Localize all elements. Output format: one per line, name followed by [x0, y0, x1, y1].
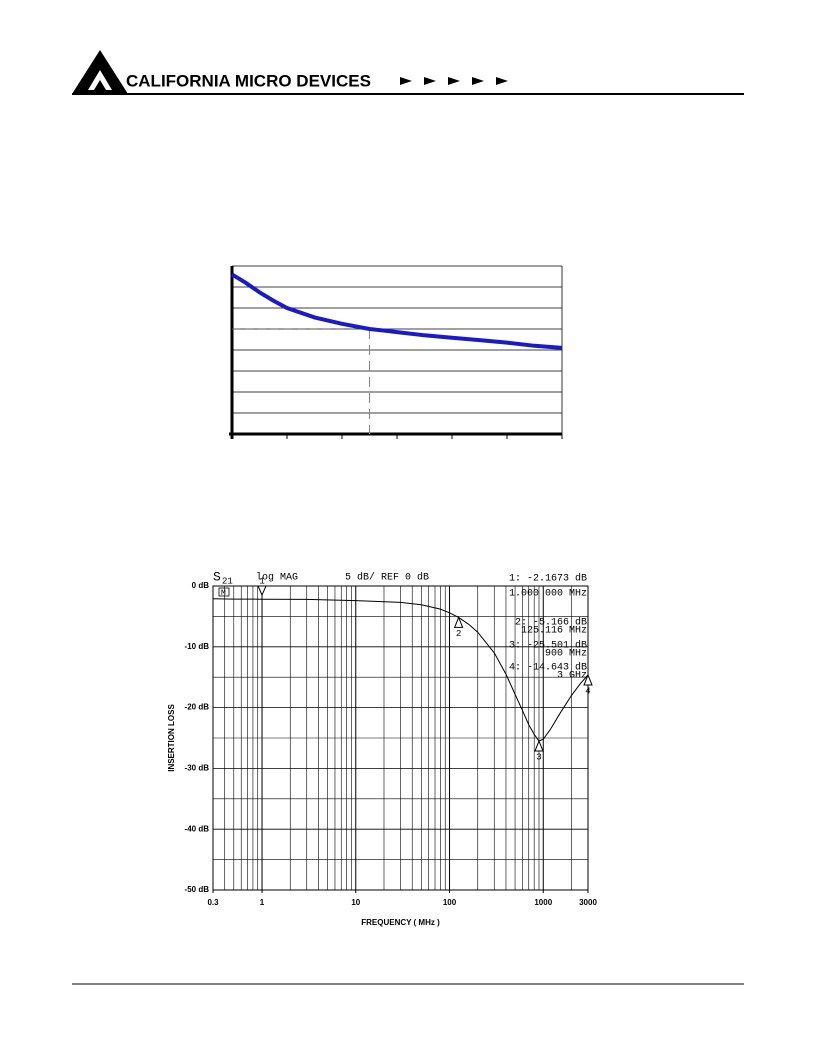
y-tick-label: -50 dB	[185, 885, 210, 894]
marker-readout: 900 MHz	[545, 649, 587, 660]
marker-readout: 3: -25.501 dB	[509, 640, 587, 652]
marker	[453, 616, 464, 628]
line	[230, 272, 563, 350]
y-tick-label: -20 dB	[185, 703, 210, 712]
marker-label: 3	[536, 752, 541, 762]
marker-label: 2	[456, 629, 461, 639]
marker-readout: 1: -2.1673 dB	[509, 573, 587, 585]
x-tick-label: 100	[443, 898, 457, 907]
x-axis-label: FREQUENCY ( MHz )	[361, 918, 440, 927]
y-tick-label: 0 dB	[192, 581, 210, 590]
logo	[72, 50, 128, 94]
y-tick-label: -30 dB	[185, 764, 210, 773]
marker	[534, 739, 544, 752]
x-tick-label: 3000	[579, 898, 597, 907]
annotation: M	[221, 589, 226, 598]
marker-readout: 125.116 MHz	[521, 626, 587, 637]
marker-triangle	[453, 616, 464, 628]
marker	[257, 585, 267, 597]
annotation: 5 dB/ REF 0 dB	[345, 572, 429, 584]
marker-triangle	[534, 739, 544, 752]
marker-readout: 1.000 000 MHz	[509, 589, 587, 600]
company-name: CALIFORNIA MICRO DEVICES	[126, 71, 371, 90]
marker-label: 1	[259, 576, 264, 586]
y-axis-label: INSERTION LOSS	[167, 704, 176, 772]
x-tick-label: 1000	[534, 898, 552, 907]
annotation: 21	[222, 576, 233, 586]
x-tick-label: 10	[351, 898, 360, 907]
arrows	[400, 77, 508, 85]
marker-label: 4	[585, 686, 590, 696]
marker-readout: 4: -14.643 dB	[509, 662, 587, 674]
annotation: log MAG	[256, 572, 298, 584]
x-tick-label: 0.3	[207, 898, 219, 907]
marker-box	[218, 587, 230, 597]
plot-frame	[212, 585, 589, 891]
line	[212, 598, 589, 742]
y-tick-label: -40 dB	[185, 824, 210, 833]
marker	[583, 673, 593, 686]
marker-triangle	[257, 585, 267, 597]
y-tick-label: -10 dB	[185, 642, 210, 651]
annotation: S	[213, 569, 221, 584]
marker-triangle	[583, 673, 593, 686]
x-tick-label: 1	[260, 898, 265, 907]
marker-readout: 3 GHz	[557, 671, 587, 682]
marker-readout: 2: -5.166 dB	[515, 617, 587, 629]
